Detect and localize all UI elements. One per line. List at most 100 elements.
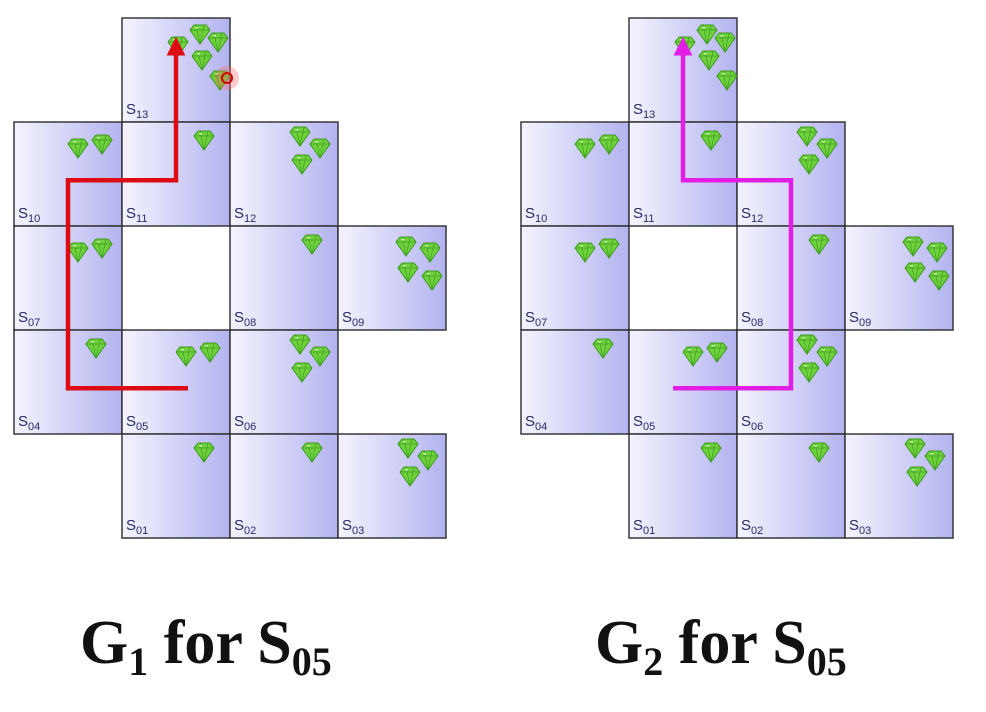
gem-icon [904,262,926,283]
gem-icon [816,346,838,367]
cell-s08: S08 [229,225,339,331]
gem-icon [419,242,441,263]
cell-label: S12 [234,205,256,225]
gem-icon [301,442,323,463]
path-arrow-g1 [65,36,188,391]
gem-icon [816,138,838,159]
cell-s12: S12 [229,121,339,227]
grid-g2: S13 S10 S11 S12 S07 S08 S09 S04 S05 S06 S01 S02 S03 [520,17,954,539]
gem-icon [682,346,704,367]
cell-label: S01 [126,517,148,537]
gem-icon [926,242,948,263]
gem-icon [193,442,215,463]
gem-icon [417,450,439,471]
grid-caption-g2: G2 for S05 [595,598,847,688]
cell-label: S10 [18,205,40,225]
gem-icon [207,32,229,53]
caption-graph-name: G [595,609,644,677]
path-arrow-g2 [673,36,794,391]
caption-state-name: S [772,609,807,677]
gem-icon [700,130,722,151]
cell-label: S11 [126,205,147,225]
gem-icon [906,466,928,487]
cell-s01: S01 [628,433,738,539]
gem-icon [714,32,736,53]
gem-icon [67,138,89,159]
grid-g1: S13 S10 S11 S12 S07 S08 S09 S04 S05 S06 S01 S02 S03 [13,17,447,539]
gem-icon [574,242,596,263]
gem-icon [189,24,211,45]
cell-label: S09 [342,309,364,329]
cell-label: S07 [18,309,40,329]
gem-icon [301,234,323,255]
cell-s09: S09 [337,225,447,331]
gem-icon [199,342,221,363]
cell-s05: S05 [121,329,231,435]
gem-icon [574,138,596,159]
caption-state-name: S [257,609,292,677]
cell-label: S08 [234,309,256,329]
gem-icon [85,338,107,359]
gem-icon [291,362,313,383]
gem-icon [924,450,946,471]
gem-icon [191,50,213,71]
cell-label: S04 [525,413,547,433]
cell-label: S08 [741,309,763,329]
gem-icon [698,50,720,71]
gem-icon [798,362,820,383]
gem-icon [399,466,421,487]
cell-s09: S09 [844,225,954,331]
cell-s05: S05 [628,329,738,435]
caption-graph-name: G [80,609,129,677]
cell-s06: S06 [229,329,339,435]
gem-icon [928,270,950,291]
gem-icon [397,438,419,459]
cell-s03: S03 [844,433,954,539]
cell-label: S07 [525,309,547,329]
cell-s02: S02 [736,433,846,539]
caption-for-text: for [148,609,258,677]
gem-icon [291,154,313,175]
gem-icon [716,70,738,91]
cell-s07: S07 [520,225,630,331]
cell-s04: S04 [520,329,630,435]
gem-icon [67,242,89,263]
gem-icon [706,342,728,363]
caption-state-index: 05 [806,639,847,684]
gem-icon [309,138,331,159]
gem-icon [700,442,722,463]
gem-icon [808,442,830,463]
caption-for-text: for [663,609,773,677]
cell-s01: S01 [121,433,231,539]
gem-icon [696,24,718,45]
cell-s10: S10 [520,121,630,227]
caption-graph-index: 2 [643,639,664,684]
cell-label: S12 [741,205,763,225]
gem-icon [808,234,830,255]
gem-icon [796,126,818,147]
cell-label: S03 [849,517,871,537]
gem-icon [309,346,331,367]
gem-icon [289,126,311,147]
gem-icon [175,346,197,367]
cell-s02: S02 [229,433,339,539]
caption-state-index: 05 [291,639,332,684]
cell-label: S05 [633,413,655,433]
grid-caption-g1: G1 for S05 [80,598,332,688]
gem-icon [592,338,614,359]
cell-label: S13 [126,101,148,121]
cell-s03: S03 [337,433,447,539]
cursor-highlight-icon [215,66,239,90]
gem-icon [904,438,926,459]
gem-icon [598,134,620,155]
cell-label: S09 [849,309,871,329]
cell-label: S01 [633,517,655,537]
cell-label: S05 [126,413,148,433]
cell-label: S06 [741,413,763,433]
cell-label: S11 [633,205,654,225]
cell-label: S02 [741,517,763,537]
gem-icon [397,262,419,283]
caption-graph-index: 1 [128,639,149,684]
gem-icon [91,134,113,155]
